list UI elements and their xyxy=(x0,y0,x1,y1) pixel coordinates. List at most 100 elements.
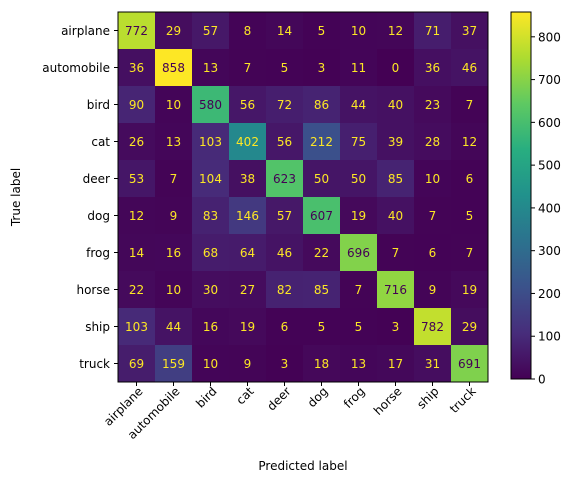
cell-value-label: 103 xyxy=(125,320,148,334)
heatmap-cell xyxy=(118,123,156,161)
x-tick-label: deer xyxy=(264,384,293,413)
heatmap-cell xyxy=(377,345,415,383)
cell-value-label: 12 xyxy=(129,209,144,223)
heatmap-cell xyxy=(266,160,304,198)
cell-value-label: 6 xyxy=(429,246,437,260)
cell-value-label: 29 xyxy=(462,320,477,334)
cell-value-label: 5 xyxy=(466,209,474,223)
cell-value-label: 57 xyxy=(277,209,292,223)
cell-value-label: 159 xyxy=(162,357,185,371)
heatmap-cell xyxy=(340,123,378,161)
heatmap-cell xyxy=(192,234,230,272)
cell-value-label: 40 xyxy=(388,209,403,223)
cell-value-label: 50 xyxy=(314,172,329,186)
cell-value-label: 104 xyxy=(199,172,222,186)
heatmap-cell xyxy=(451,123,489,161)
heatmap-cell xyxy=(377,160,415,198)
cell-value-label: 39 xyxy=(388,135,403,149)
cell-value-label: 7 xyxy=(392,246,400,260)
cell-value-label: 5 xyxy=(281,61,289,75)
heatmap-cell xyxy=(377,12,415,50)
colorbar-tick-label: 300 xyxy=(538,244,561,258)
heatmap-cell xyxy=(266,12,304,50)
heatmap-cell xyxy=(303,197,341,235)
cell-value-label: 50 xyxy=(351,172,366,186)
cell-value-label: 14 xyxy=(277,24,292,38)
y-tick-label: airplane xyxy=(61,24,110,38)
cell-value-label: 85 xyxy=(388,172,403,186)
heatmap-cell xyxy=(303,345,341,383)
colorbar xyxy=(510,11,532,380)
cell-value-label: 5 xyxy=(318,320,326,334)
heatmap-cell xyxy=(192,197,230,235)
heatmap-cell xyxy=(303,12,341,50)
heatmap-cell xyxy=(229,234,267,272)
heatmap-cell xyxy=(192,123,230,161)
heatmap-cell xyxy=(229,49,267,87)
cell-value-label: 8 xyxy=(244,24,252,38)
cell-value-label: 11 xyxy=(351,61,366,75)
heatmap-cell xyxy=(414,160,452,198)
y-tick-label: cat xyxy=(91,135,110,149)
cell-value-label: 5 xyxy=(355,320,363,334)
cell-value-label: 29 xyxy=(166,24,181,38)
y-tick-label: bird xyxy=(87,98,110,112)
heatmap-cell xyxy=(192,86,230,124)
cell-value-label: 18 xyxy=(314,357,329,371)
heatmap-cell xyxy=(266,197,304,235)
cell-value-label: 16 xyxy=(166,246,181,260)
heatmap-cell xyxy=(451,12,489,50)
cell-value-label: 696 xyxy=(347,246,370,260)
cell-value-label: 31 xyxy=(425,357,440,371)
x-tick-label: truck xyxy=(447,384,479,416)
cell-value-label: 7 xyxy=(244,61,252,75)
heatmap-cell xyxy=(451,345,489,383)
heatmap-cell xyxy=(155,197,193,235)
heatmap-cell xyxy=(192,345,230,383)
colorbar-tick-label: 500 xyxy=(538,159,561,173)
heatmap-cell xyxy=(340,160,378,198)
cell-value-label: 75 xyxy=(351,135,366,149)
heatmap-cell xyxy=(303,123,341,161)
x-tick-label: horse xyxy=(371,384,405,418)
cell-value-label: 56 xyxy=(240,98,255,112)
cell-value-label: 623 xyxy=(273,172,296,186)
cell-value-label: 17 xyxy=(388,357,403,371)
heatmap-cell xyxy=(266,123,304,161)
cell-value-label: 10 xyxy=(166,98,181,112)
cell-value-label: 16 xyxy=(203,320,218,334)
cell-value-label: 10 xyxy=(425,172,440,186)
cell-value-label: 72 xyxy=(277,98,292,112)
heatmap-cell xyxy=(303,271,341,309)
cell-value-label: 14 xyxy=(129,246,144,260)
heatmap-cell xyxy=(303,86,341,124)
heatmap-cell xyxy=(229,12,267,50)
heatmap-cell xyxy=(155,12,193,50)
heatmap-cell xyxy=(266,271,304,309)
cell-value-label: 212 xyxy=(310,135,333,149)
heatmap-cell xyxy=(118,308,156,346)
heatmap-cell xyxy=(451,271,489,309)
heatmap-cell xyxy=(229,345,267,383)
heatmap-cell xyxy=(266,345,304,383)
cell-value-label: 772 xyxy=(125,24,148,38)
cell-value-label: 13 xyxy=(203,61,218,75)
cell-value-label: 44 xyxy=(166,320,181,334)
heatmap-cell xyxy=(229,197,267,235)
heatmap-cell xyxy=(340,271,378,309)
heatmap-cell xyxy=(414,345,452,383)
heatmap-cell xyxy=(266,49,304,87)
colorbar-tick-label: 800 xyxy=(538,30,561,44)
cell-value-label: 82 xyxy=(277,283,292,297)
heatmap-cell xyxy=(118,49,156,87)
heatmap-cell xyxy=(414,234,452,272)
colorbar-tick-label: 400 xyxy=(538,201,561,215)
cell-value-label: 38 xyxy=(240,172,255,186)
cell-value-label: 56 xyxy=(277,135,292,149)
heatmap-cell xyxy=(414,308,452,346)
heatmap-cell xyxy=(414,271,452,309)
y-tick-label: horse xyxy=(76,283,110,297)
heatmap-cell xyxy=(414,197,452,235)
cell-value-label: 57 xyxy=(203,24,218,38)
